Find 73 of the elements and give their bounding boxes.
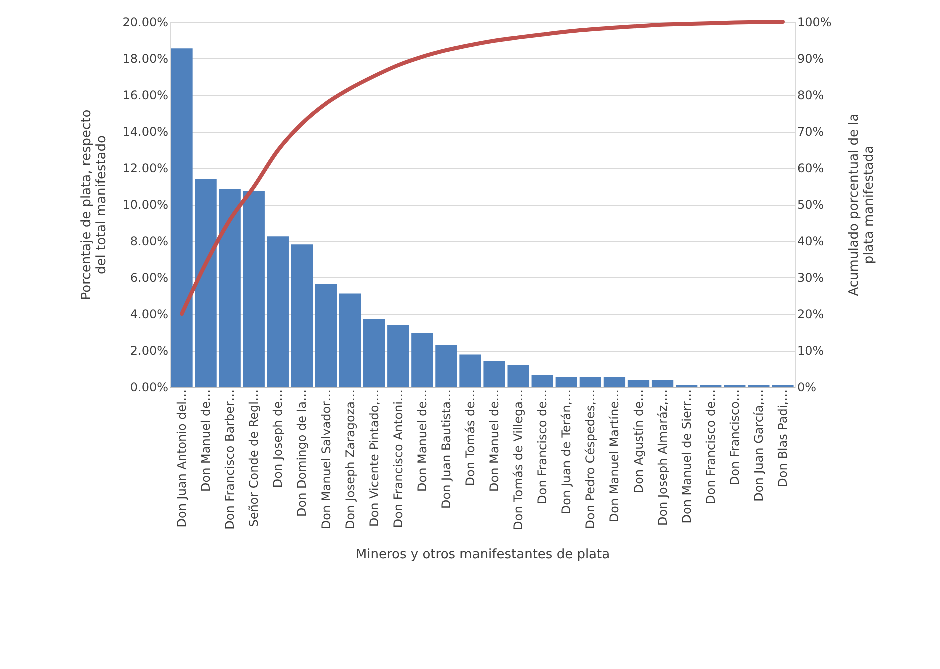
x-axis-title: Mineros y otros manifestantes de plata [356, 547, 610, 562]
y-axis-title: Porcentaje de plata, respecto del total manifestado [80, 110, 110, 300]
y-tick-label: 4.00% [130, 308, 168, 322]
x-tick-label: Don Francisco de… [704, 390, 718, 504]
bar [339, 294, 362, 387]
bar [219, 188, 241, 387]
x-tick-label: Don Blas Padi,… [776, 390, 790, 488]
x-tick-label: Don Agustín de… [632, 390, 646, 494]
x-tick-label: Don Francisco de… [536, 390, 550, 504]
y-tick-label: 0.00% [130, 380, 168, 394]
x-tick-label: Don Juan de Terán,… [560, 390, 574, 515]
x-tick-label: Don Manuel de… [199, 390, 214, 492]
x-tick-label: Señor Conde de Regl… [247, 390, 262, 528]
x-tick-label: Don Pedro Céspedes,… [584, 390, 598, 530]
bar [604, 376, 626, 387]
y-tick-label: 6.00% [130, 271, 168, 285]
bar [580, 376, 602, 387]
bar [388, 325, 410, 387]
x-tick-label: Don Manuel de Sierr… [680, 390, 694, 524]
x-tick-label: Don Juan Antonio del… [175, 390, 190, 528]
bar [315, 284, 338, 387]
bar [532, 375, 554, 387]
bar [556, 376, 578, 387]
bar [195, 179, 217, 387]
x-tick-label: Don Juan Bautista… [439, 390, 454, 509]
y2-tick-label: 100% [798, 16, 832, 30]
y-tick-label: 18.00% [122, 52, 168, 66]
y2-tick-label: 0% [798, 380, 817, 394]
x-tick-label: Don Manuel de… [415, 390, 430, 492]
y2-tick-label: 70% [798, 125, 824, 139]
x-tick-label: Don Tomás de Villega… [512, 390, 526, 530]
y2-tick-label: 40% [798, 234, 824, 248]
y2-tick-label: 50% [798, 198, 824, 212]
bar [508, 365, 530, 387]
x-tick-label: Don Domingo de la… [295, 390, 310, 517]
x-tick-label: Don Vicente Pintado,… [367, 390, 382, 528]
y2-tick-label: 60% [798, 162, 824, 176]
x-tick-label: Don Manuel Martíne… [608, 390, 622, 523]
bar [171, 48, 193, 387]
y-tick-label: 14.00% [122, 125, 168, 139]
y-tick-label: 20.00% [122, 16, 168, 30]
bar [628, 380, 650, 387]
bar [364, 319, 386, 387]
y-tick-label: 16.00% [122, 88, 168, 102]
y-tick-label: 12.00% [122, 162, 168, 176]
y2-tick-label: 80% [798, 88, 824, 102]
bar [436, 345, 458, 387]
x-tick-label: Don Joseph Almaráz,… [656, 390, 670, 526]
y2-tick-label: 30% [798, 271, 824, 285]
x-tick-label: Don Manuel de… [488, 390, 502, 492]
line-series [180, 20, 785, 316]
x-tick-label: Don Francisco Barber… [223, 390, 238, 530]
x-tick-label: Don Joseph Zaragoza… [343, 390, 358, 530]
y2-tick-label: 90% [798, 52, 824, 66]
x-tick-label: Don Joseph de… [271, 390, 286, 488]
x-tick-label: Don Francisco Antoni… [391, 390, 406, 528]
y-tick-label: 10.00% [122, 198, 168, 212]
y-tick-label: 2.00% [130, 344, 168, 358]
bar [460, 354, 482, 387]
x-tick-label: Don Juan García,… [752, 390, 766, 502]
bar [652, 380, 674, 387]
bar [291, 244, 314, 387]
x-tick-label: Don Francisco… [728, 390, 742, 486]
y2-axis-title: Acumulado porcentual de la plata manifestada [846, 114, 877, 296]
bar [484, 361, 506, 387]
bar [267, 236, 289, 387]
x-tick-label: Don Tomás de… [463, 390, 478, 486]
y2-tick-label: 20% [798, 308, 824, 322]
y-tick-label: 8.00% [130, 234, 168, 248]
y2-tick-label: 10% [798, 344, 824, 358]
bar [412, 332, 434, 387]
x-tick-label: Don Manuel Salvador… [319, 390, 334, 530]
bar [243, 190, 265, 387]
